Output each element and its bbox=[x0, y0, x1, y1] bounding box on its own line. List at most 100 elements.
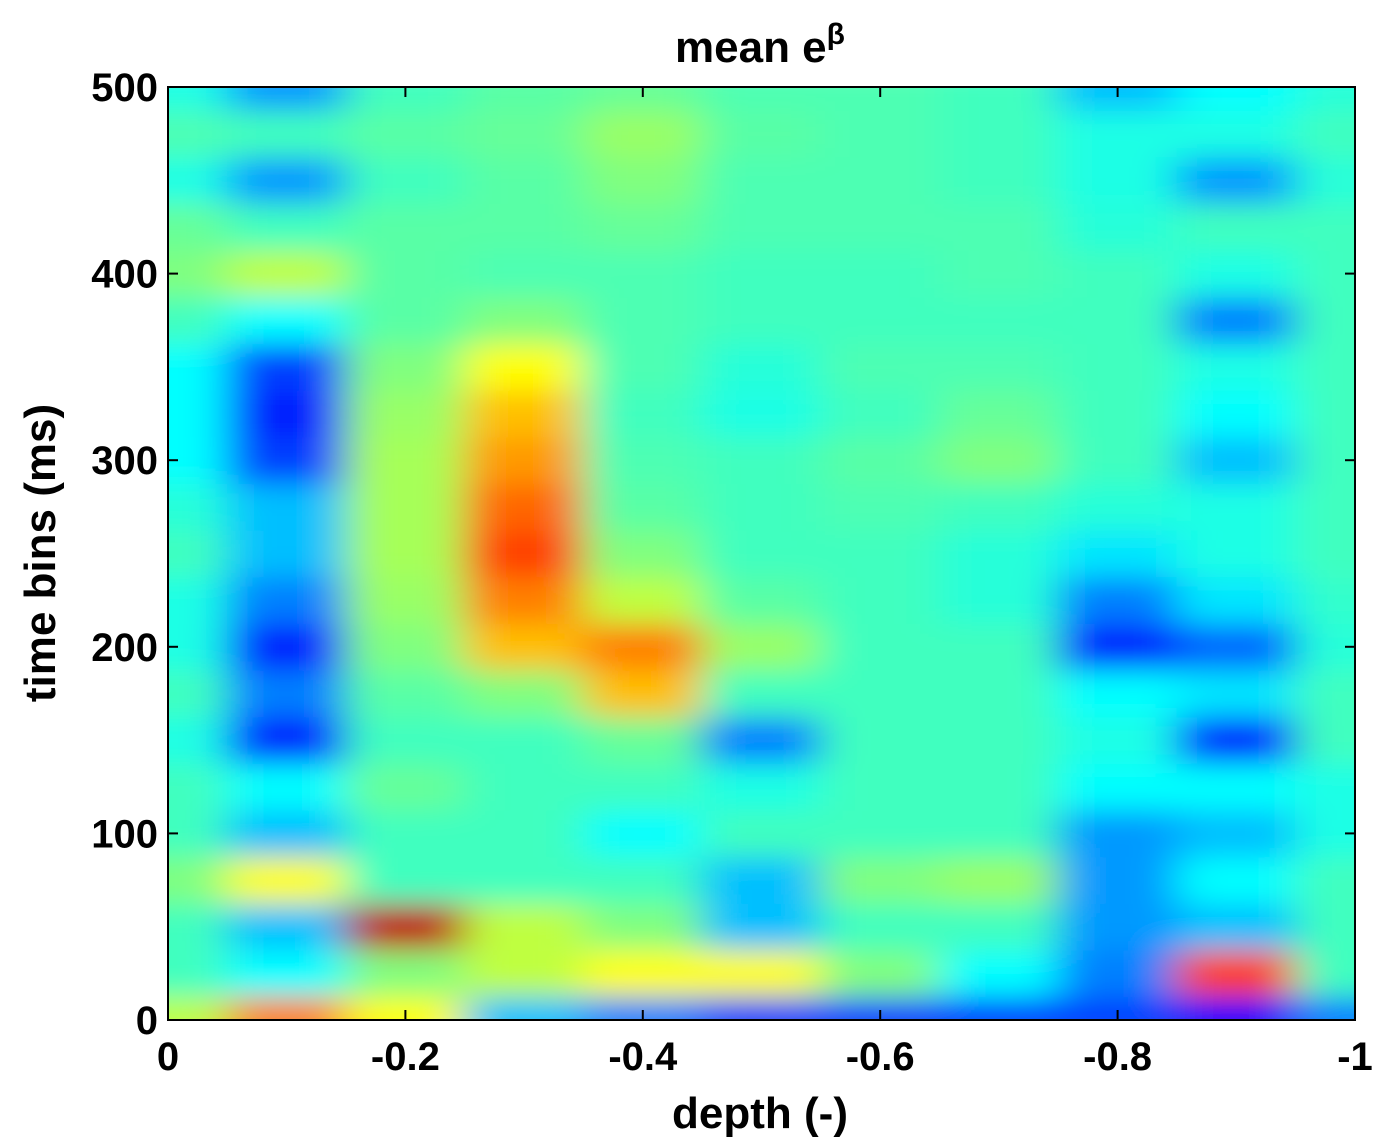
heatmap-cell bbox=[168, 87, 228, 111]
heatmap-cell bbox=[226, 902, 347, 951]
x-tick-label: -0.6 bbox=[846, 1035, 915, 1079]
heatmap-cell bbox=[1057, 296, 1178, 345]
heatmap-cell bbox=[226, 576, 347, 624]
heatmap-cell bbox=[226, 762, 347, 811]
heatmap-cell bbox=[582, 156, 703, 205]
heatmap-cell bbox=[939, 249, 1059, 298]
heatmap-cell bbox=[701, 296, 822, 345]
heatmap-cell bbox=[939, 856, 1059, 904]
heatmap-cell bbox=[1057, 483, 1178, 531]
heatmap-cell bbox=[820, 87, 941, 111]
heatmap-cell bbox=[345, 109, 466, 158]
heatmap-cell bbox=[701, 529, 822, 578]
heatmap-cell bbox=[464, 576, 584, 624]
heatmap-cell bbox=[939, 716, 1059, 764]
heatmap-cell bbox=[168, 389, 228, 438]
heatmap-cell bbox=[226, 109, 347, 158]
heatmap-cell bbox=[582, 87, 703, 111]
heatmap-cell bbox=[701, 902, 822, 951]
heatmap-cell bbox=[1057, 762, 1178, 811]
x-tick-label: -0.8 bbox=[1083, 1035, 1152, 1079]
heatmap-cell bbox=[1176, 622, 1297, 671]
heatmap-cell bbox=[345, 87, 466, 111]
heatmap-cell bbox=[1057, 622, 1178, 671]
heatmap-cell bbox=[701, 249, 822, 298]
heatmap-cell bbox=[939, 483, 1059, 531]
heatmap-cell bbox=[1295, 716, 1355, 764]
heatmap-cell bbox=[1176, 762, 1297, 811]
heatmap-cell bbox=[1295, 809, 1355, 858]
heatmap-cell bbox=[464, 996, 584, 1020]
heatmap-cell bbox=[1295, 856, 1355, 904]
heatmap-cell bbox=[939, 762, 1059, 811]
heatmap-cell bbox=[1176, 902, 1297, 951]
heatmap-cell bbox=[1176, 156, 1297, 205]
title-text: mean e bbox=[675, 23, 827, 72]
heatmap-cell bbox=[1057, 856, 1178, 904]
x-tick-label: -0.2 bbox=[371, 1035, 440, 1079]
heatmap-cell bbox=[820, 529, 941, 578]
heatmap-cell bbox=[582, 902, 703, 951]
heatmap-cell bbox=[1057, 203, 1178, 251]
heatmap-cell bbox=[1176, 483, 1297, 531]
heatmap-cell bbox=[582, 762, 703, 811]
heatmap-cell bbox=[226, 622, 347, 671]
heatmap-cell bbox=[464, 296, 584, 345]
heatmap-cell bbox=[582, 716, 703, 764]
heatmap-cell bbox=[939, 529, 1059, 578]
heatmap-cell bbox=[345, 389, 466, 438]
heatmap-cell bbox=[1176, 296, 1297, 345]
heatmap-cell bbox=[939, 343, 1059, 391]
heatmap-cell bbox=[1057, 716, 1178, 764]
heatmap-cell bbox=[464, 902, 584, 951]
heatmap-cell bbox=[226, 436, 347, 485]
x-tick-label: -0.4 bbox=[608, 1035, 678, 1079]
heatmap-cell bbox=[464, 529, 584, 578]
heatmap-cell bbox=[168, 902, 228, 951]
heatmap-cell bbox=[1057, 669, 1178, 718]
heatmap-cell bbox=[464, 669, 584, 718]
heatmap-cell bbox=[1057, 436, 1178, 485]
heatmap-cell bbox=[1176, 809, 1297, 858]
heatmap-cell bbox=[1295, 762, 1355, 811]
heatmap-cell bbox=[939, 622, 1059, 671]
heatmap-cell bbox=[701, 809, 822, 858]
axes-frame bbox=[167, 86, 1356, 1021]
heatmap-cell bbox=[168, 576, 228, 624]
heatmap-cell bbox=[226, 156, 347, 205]
heatmap-cell bbox=[464, 203, 584, 251]
heatmap-cell bbox=[939, 87, 1059, 111]
heatmap-cell bbox=[582, 296, 703, 345]
heatmap-cell bbox=[464, 87, 584, 111]
ticks: 0 -0.2 -0.4 -0.6 -0.8 -1 0 100 200 300 400 500 bbox=[91, 66, 1373, 1079]
heatmap-cell bbox=[939, 809, 1059, 858]
heatmap-cell bbox=[582, 343, 703, 391]
heatmap-cell bbox=[582, 249, 703, 298]
heatmap-cell bbox=[582, 576, 703, 624]
heatmap-cell bbox=[168, 762, 228, 811]
heatmap-cell bbox=[820, 622, 941, 671]
y-tick-label: 400 bbox=[91, 253, 158, 297]
heatmap-cell bbox=[345, 203, 466, 251]
y-tick-label: 0 bbox=[136, 999, 158, 1043]
heatmap-cell bbox=[820, 809, 941, 858]
heatmap-cell bbox=[1295, 949, 1355, 998]
heatmap-cell bbox=[582, 856, 703, 904]
heatmap-cell bbox=[226, 809, 347, 858]
heatmap-cell bbox=[1295, 483, 1355, 531]
heatmap-cell bbox=[345, 856, 466, 904]
heatmap-cell bbox=[701, 996, 822, 1020]
heatmap-cell bbox=[1295, 389, 1355, 438]
y-tick-label: 100 bbox=[91, 812, 158, 856]
heatmap-cell bbox=[820, 109, 941, 158]
y-tick-label: 300 bbox=[91, 439, 158, 483]
heatmap-cell bbox=[1057, 949, 1178, 998]
heatmap-cell bbox=[1176, 716, 1297, 764]
heatmap-cell bbox=[168, 996, 228, 1020]
heatmap-cell bbox=[820, 389, 941, 438]
heatmap-cell bbox=[1295, 156, 1355, 205]
heatmap-cell bbox=[939, 576, 1059, 624]
heatmap-cell bbox=[345, 996, 466, 1020]
chart-title: mean eβ bbox=[675, 18, 845, 72]
